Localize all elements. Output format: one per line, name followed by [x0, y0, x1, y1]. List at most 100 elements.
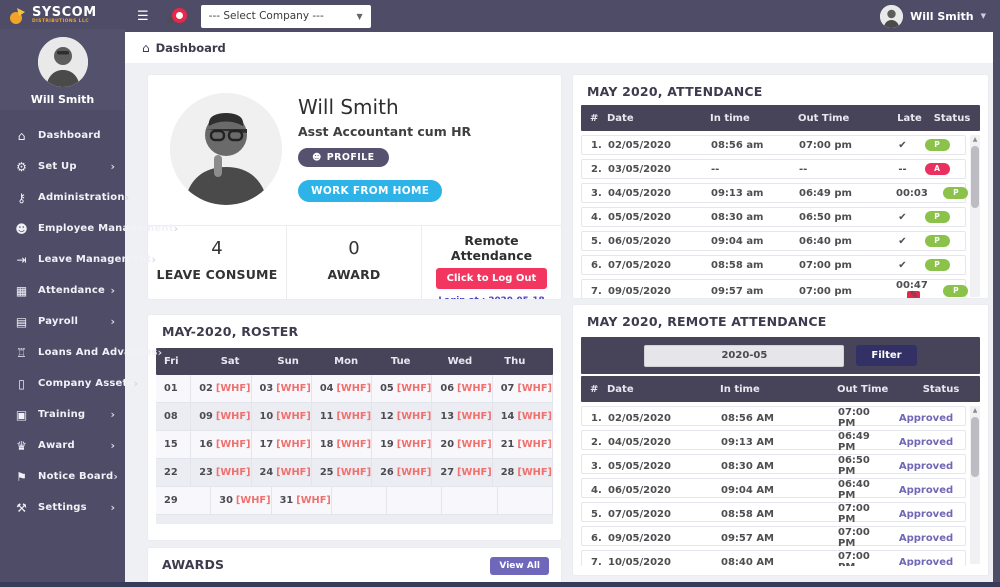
roster-day: 16: [199, 439, 213, 450]
row-number: 5.: [591, 235, 602, 247]
sidebar-item-payroll[interactable]: ▤ Payroll ›: [0, 306, 125, 337]
remote-attendance-row: 7. 10/05/2020 08:40 AM 07:00 PM Approved: [581, 550, 966, 566]
sidebar-item-training[interactable]: ▣ Training ›: [0, 399, 125, 430]
in-time: 08:30 AM: [721, 460, 775, 472]
sidebar-item-employee-management[interactable]: ☻ Employee Management ›: [0, 213, 178, 244]
approved-link[interactable]: Approved: [898, 460, 954, 472]
company-select[interactable]: --- Select Company --- ▼: [200, 4, 371, 28]
sidebar-item-administration[interactable]: ⚷ Administration ›: [0, 182, 129, 213]
out-time: 07:00 PM: [838, 551, 870, 566]
attendance-date: 06/05/2020: [608, 484, 671, 496]
month-filter-input[interactable]: [644, 344, 845, 367]
status-badge: P: [943, 187, 969, 199]
roster-day: 12: [380, 411, 394, 422]
out-time: 06:49 pm: [799, 187, 852, 199]
late-cell: ✔: [896, 212, 909, 223]
sidebar-item-settings[interactable]: ⚒ Settings ›: [0, 492, 125, 523]
roster-day-header: Tue: [390, 356, 411, 367]
approved-link[interactable]: Approved: [898, 484, 954, 496]
roster-day: 07: [500, 383, 515, 394]
status-badge: P: [924, 139, 950, 151]
approved-link[interactable]: Approved: [898, 412, 954, 424]
login-at-text: Login at : 2020-05-18 09:29:13: [422, 296, 561, 299]
sidebar-item-leave-management[interactable]: ⇥ Leave Management ›: [0, 244, 156, 275]
roster-cell: 22: [156, 459, 192, 487]
roster-card: MAY-2020, ROSTER Fri Sat Sun Mon Tue Wed Thu 0…: [148, 315, 561, 540]
roster-day-header: Sat: [220, 356, 240, 367]
company-select-value: --- Select Company ---: [208, 10, 324, 22]
remote-attendance-row: 1. 02/05/2020 08:56 AM 07:00 PM Approved: [581, 406, 966, 429]
sidebar-item-company-assets[interactable]: ▯ Company Assets ›: [0, 368, 138, 399]
status-cell: P: [909, 211, 965, 223]
gear-icon: ⚙: [16, 159, 27, 174]
roster-day: 22: [164, 467, 178, 478]
sidebar-item-label: Payroll: [38, 316, 79, 327]
roster-day: 28: [500, 467, 515, 478]
sidebar-item-label: Company Assets: [38, 378, 134, 389]
scroll-up-icon[interactable]: ▲: [972, 407, 978, 414]
whf-tag: [WHF]: [336, 411, 372, 422]
scrollbar-thumb[interactable]: [971, 417, 979, 477]
scroll-up-icon[interactable]: ▲: [972, 136, 978, 143]
brand-subtitle: DISTRIBUTIONS LLC: [32, 19, 89, 24]
roster-cell: 05 [WHF]: [372, 375, 433, 403]
roster-cell: [497, 487, 553, 515]
breadcrumb: ⌂ Dashboard: [125, 32, 993, 63]
remote-scrollbar[interactable]: ▲: [970, 406, 980, 564]
roster-cell: 13 [WHF]: [432, 403, 493, 431]
employee-title: Asst Accountant cum HR: [298, 124, 472, 139]
profile-button[interactable]: ☻ PROFILE: [298, 148, 389, 167]
remote-attendance-title: MAY 2020, REMOTE ATTENDANCE: [587, 314, 827, 329]
roster-cell: 17 [WHF]: [251, 431, 312, 459]
remote-header-row: # Date In time Out Time Status: [581, 376, 980, 402]
out-time: 06:40 PM: [838, 479, 870, 501]
roster-cell: 21 [WHF]: [492, 431, 553, 459]
work-from-home-badge: WORK FROM HOME: [298, 180, 443, 202]
whf-tag: [WHF]: [517, 467, 552, 478]
brand-logo-icon: [8, 6, 27, 25]
sidebar-item-set-up[interactable]: ⚙ Set Up ›: [0, 151, 125, 182]
chevron-right-icon: ›: [110, 160, 115, 173]
roster-day: 13: [440, 411, 455, 422]
approved-link[interactable]: Approved: [898, 436, 954, 448]
roster-day: 05: [380, 383, 394, 394]
filter-button[interactable]: Filter: [856, 345, 917, 366]
sidebar-item-notice-board[interactable]: ⚑ Notice Board ›: [0, 461, 125, 492]
scrollbar-thumb[interactable]: [971, 146, 979, 208]
roster-day: 02: [199, 383, 213, 394]
late-cell: 00:03: [896, 188, 928, 199]
status-cell: P: [928, 187, 980, 199]
late-cell: 00:47✎: [896, 280, 928, 298]
out-time: 06:50 PM: [838, 455, 870, 477]
ontime-check-icon: ✔: [898, 139, 907, 151]
status-cell: Approved: [887, 413, 965, 424]
brand[interactable]: SYSCOM DISTRIBUTIONS LLC: [0, 0, 125, 29]
roster-cell: 10 [WHF]: [251, 403, 312, 431]
approved-link[interactable]: Approved: [898, 508, 954, 520]
breadcrumb-label[interactable]: Dashboard: [155, 40, 226, 55]
attendance-scrollbar[interactable]: ▲: [970, 135, 980, 297]
in-time: 08:58 AM: [721, 508, 775, 520]
sidebar-item-award[interactable]: ♛ Award ›: [0, 430, 125, 461]
hamburger-icon[interactable]: ☰: [137, 8, 149, 24]
approved-link[interactable]: Approved: [898, 556, 954, 567]
topbar-user-menu[interactable]: Will Smith ▼: [880, 4, 986, 28]
row-number: 6.: [591, 259, 602, 271]
late-duration: 00:03: [896, 187, 928, 199]
whf-tag: [WHF]: [396, 467, 432, 478]
sidebar-item-dashboard[interactable]: ⌂ Dashboard: [0, 120, 125, 151]
profile-photo: [170, 93, 282, 205]
roster-footer: [156, 515, 553, 524]
roster-cell: 29: [156, 487, 212, 515]
row-number: 7.: [591, 556, 602, 567]
view-all-button[interactable]: View All: [490, 557, 549, 575]
sidebar-item-attendance[interactable]: ▦ Attendance ›: [0, 275, 125, 306]
approved-link[interactable]: Approved: [898, 532, 954, 544]
chevron-right-icon: ›: [110, 284, 115, 297]
sidebar-avatar[interactable]: [37, 37, 88, 87]
roster-cell: 20 [WHF]: [432, 431, 493, 459]
sidebar-item-loans-and-advances[interactable]: ♖ Loans And Advances ›: [0, 337, 162, 368]
whf-tag: [WHF]: [276, 383, 311, 394]
roster-cell: 11 [WHF]: [311, 403, 373, 431]
logout-button[interactable]: Click to Log Out: [435, 268, 548, 289]
